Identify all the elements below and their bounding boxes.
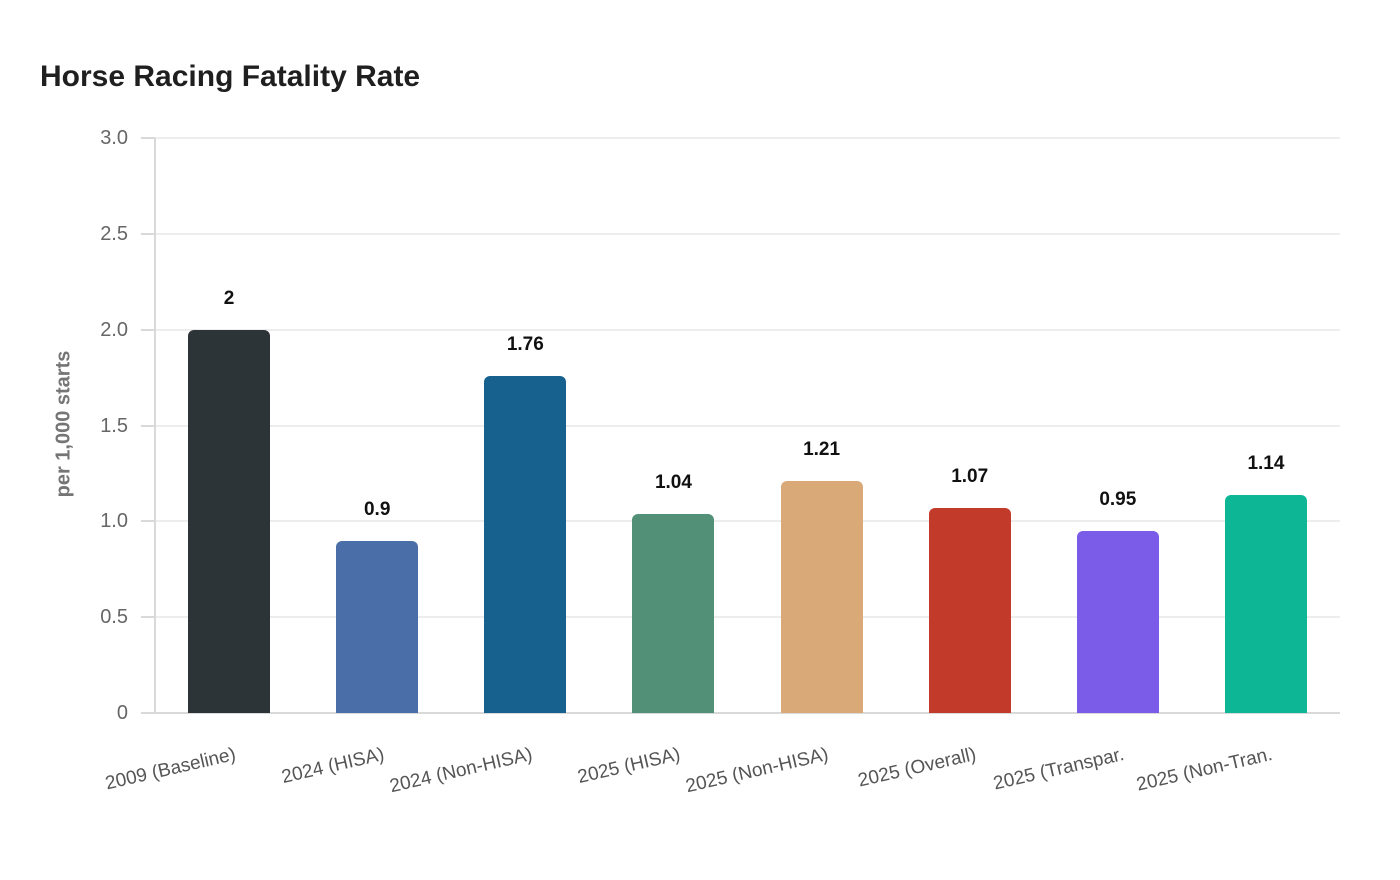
bar <box>632 513 715 713</box>
bar-value-label: 0.9 <box>363 498 391 520</box>
gridline <box>155 616 1340 619</box>
gridline <box>155 424 1340 427</box>
gridline <box>155 328 1340 331</box>
x-tick-label: 2025 (Overall) <box>856 744 979 792</box>
bar <box>484 375 567 713</box>
y-tick-label: 2.5 <box>100 222 128 245</box>
y-tick-label: 0 <box>116 702 128 724</box>
bar <box>1076 530 1159 713</box>
bar-value-label: 1.14 <box>1247 452 1285 474</box>
x-tick-label: 2025 (Non-HISA) <box>683 744 831 798</box>
gridline <box>155 232 1340 235</box>
x-tick-label: 2024 (Non-HISA) <box>387 744 535 798</box>
x-tick-label: 2024 (HISA) <box>279 744 386 788</box>
y-tick-mark <box>141 328 155 331</box>
bar <box>188 329 271 713</box>
bar <box>336 540 419 713</box>
y-tick-label: 0.5 <box>100 606 128 629</box>
y-tick-label: 3.0 <box>100 127 128 149</box>
x-tick-label: 2025 (Non-Tran. <box>1134 744 1275 796</box>
y-axis-line <box>154 138 156 714</box>
y-tick-mark <box>141 232 155 235</box>
y-tick-mark <box>141 520 155 523</box>
bar-value-label: 1.21 <box>803 439 841 461</box>
bar-value-label: 0.95 <box>1099 488 1137 510</box>
y-tick-label: 1.0 <box>100 510 128 533</box>
y-tick-label: 1.5 <box>100 414 128 437</box>
gridline <box>155 520 1340 523</box>
y-tick-mark <box>141 424 155 427</box>
y-tick-label: 2.0 <box>100 318 128 341</box>
x-axis-line <box>155 712 1340 714</box>
bar-value-label: 1.07 <box>951 465 989 487</box>
gridline <box>155 137 1340 139</box>
bar-value-label: 1.04 <box>654 471 692 493</box>
bar <box>780 481 863 713</box>
bar <box>928 507 1011 713</box>
y-tick-mark <box>141 616 155 619</box>
x-tick-label: 2009 (Baseline) <box>103 744 238 795</box>
x-tick-label: 2025 (Transpar. <box>991 744 1127 795</box>
bar-value-label: 2 <box>223 287 235 309</box>
y-tick-mark <box>141 137 155 139</box>
chart-title: Horse Racing Fatality Rate <box>40 60 421 93</box>
x-tick-label: 2025 (HISA) <box>575 744 683 788</box>
bar-value-label: 1.76 <box>506 333 544 355</box>
y-tick-mark <box>141 712 155 714</box>
bar <box>1224 494 1307 713</box>
